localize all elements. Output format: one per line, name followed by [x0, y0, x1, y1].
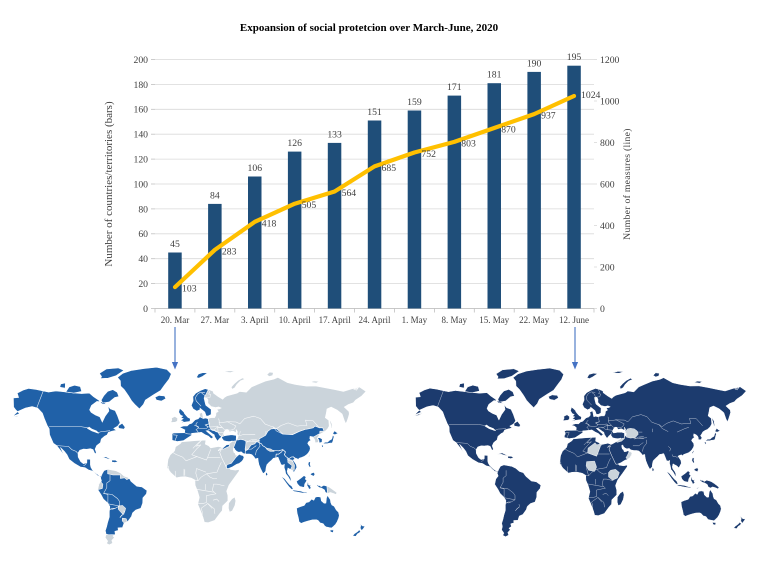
svg-text:103: 103: [182, 284, 197, 295]
svg-text:15. May: 15. May: [479, 315, 509, 325]
svg-text:0: 0: [600, 304, 605, 315]
svg-text:20: 20: [138, 279, 148, 290]
svg-text:24. April: 24. April: [358, 315, 391, 325]
svg-text:45: 45: [170, 239, 180, 250]
svg-text:1024: 1024: [581, 90, 601, 101]
svg-text:3. April: 3. April: [241, 315, 269, 325]
svg-text:180: 180: [133, 80, 148, 91]
svg-text:600: 600: [600, 179, 615, 190]
svg-text:160: 160: [133, 105, 148, 116]
svg-text:27. Mar: 27. Mar: [201, 315, 230, 325]
svg-text:60: 60: [138, 229, 148, 240]
svg-text:20. Mar: 20. Mar: [161, 315, 190, 325]
svg-text:140: 140: [133, 130, 148, 141]
svg-text:195: 195: [567, 52, 582, 63]
svg-text:40: 40: [138, 254, 148, 265]
svg-text:803: 803: [461, 138, 476, 149]
svg-text:17. April: 17. April: [319, 315, 352, 325]
svg-text:159: 159: [407, 97, 422, 108]
svg-text:1. May: 1. May: [402, 315, 428, 325]
svg-text:106: 106: [248, 163, 263, 174]
svg-text:937: 937: [541, 111, 556, 122]
svg-text:283: 283: [222, 246, 237, 257]
svg-text:181: 181: [487, 70, 502, 81]
svg-text:200: 200: [600, 262, 615, 273]
svg-text:0: 0: [143, 304, 148, 315]
svg-text:418: 418: [262, 218, 277, 229]
svg-text:752: 752: [421, 149, 436, 160]
svg-text:505: 505: [302, 200, 317, 211]
svg-text:22. May: 22. May: [519, 315, 549, 325]
svg-text:80: 80: [138, 204, 148, 215]
svg-text:400: 400: [600, 221, 615, 232]
svg-text:1200: 1200: [600, 55, 620, 66]
svg-text:190: 190: [527, 58, 542, 69]
svg-text:1000: 1000: [600, 96, 620, 107]
svg-text:120: 120: [133, 155, 148, 166]
svg-text:12. June: 12. June: [559, 315, 589, 325]
svg-text:200: 200: [133, 55, 148, 66]
svg-text:Number of measures (line): Number of measures (line): [622, 128, 633, 240]
svg-text:800: 800: [600, 138, 615, 149]
svg-text:133: 133: [327, 129, 342, 140]
svg-text:126: 126: [287, 138, 302, 149]
svg-text:685: 685: [382, 163, 397, 174]
svg-text:Expoansion of social protetcio: Expoansion of social protetcion over Mar…: [240, 22, 499, 34]
svg-text:84: 84: [210, 190, 220, 201]
svg-text:171: 171: [447, 82, 462, 93]
svg-text:Number of countries/territorie: Number of countries/territories (bars): [103, 101, 115, 267]
svg-text:564: 564: [342, 188, 357, 199]
svg-text:870: 870: [501, 125, 516, 136]
svg-text:100: 100: [133, 179, 148, 190]
svg-text:10. April: 10. April: [279, 315, 312, 325]
svg-text:8. May: 8. May: [442, 315, 468, 325]
svg-text:151: 151: [367, 107, 382, 118]
